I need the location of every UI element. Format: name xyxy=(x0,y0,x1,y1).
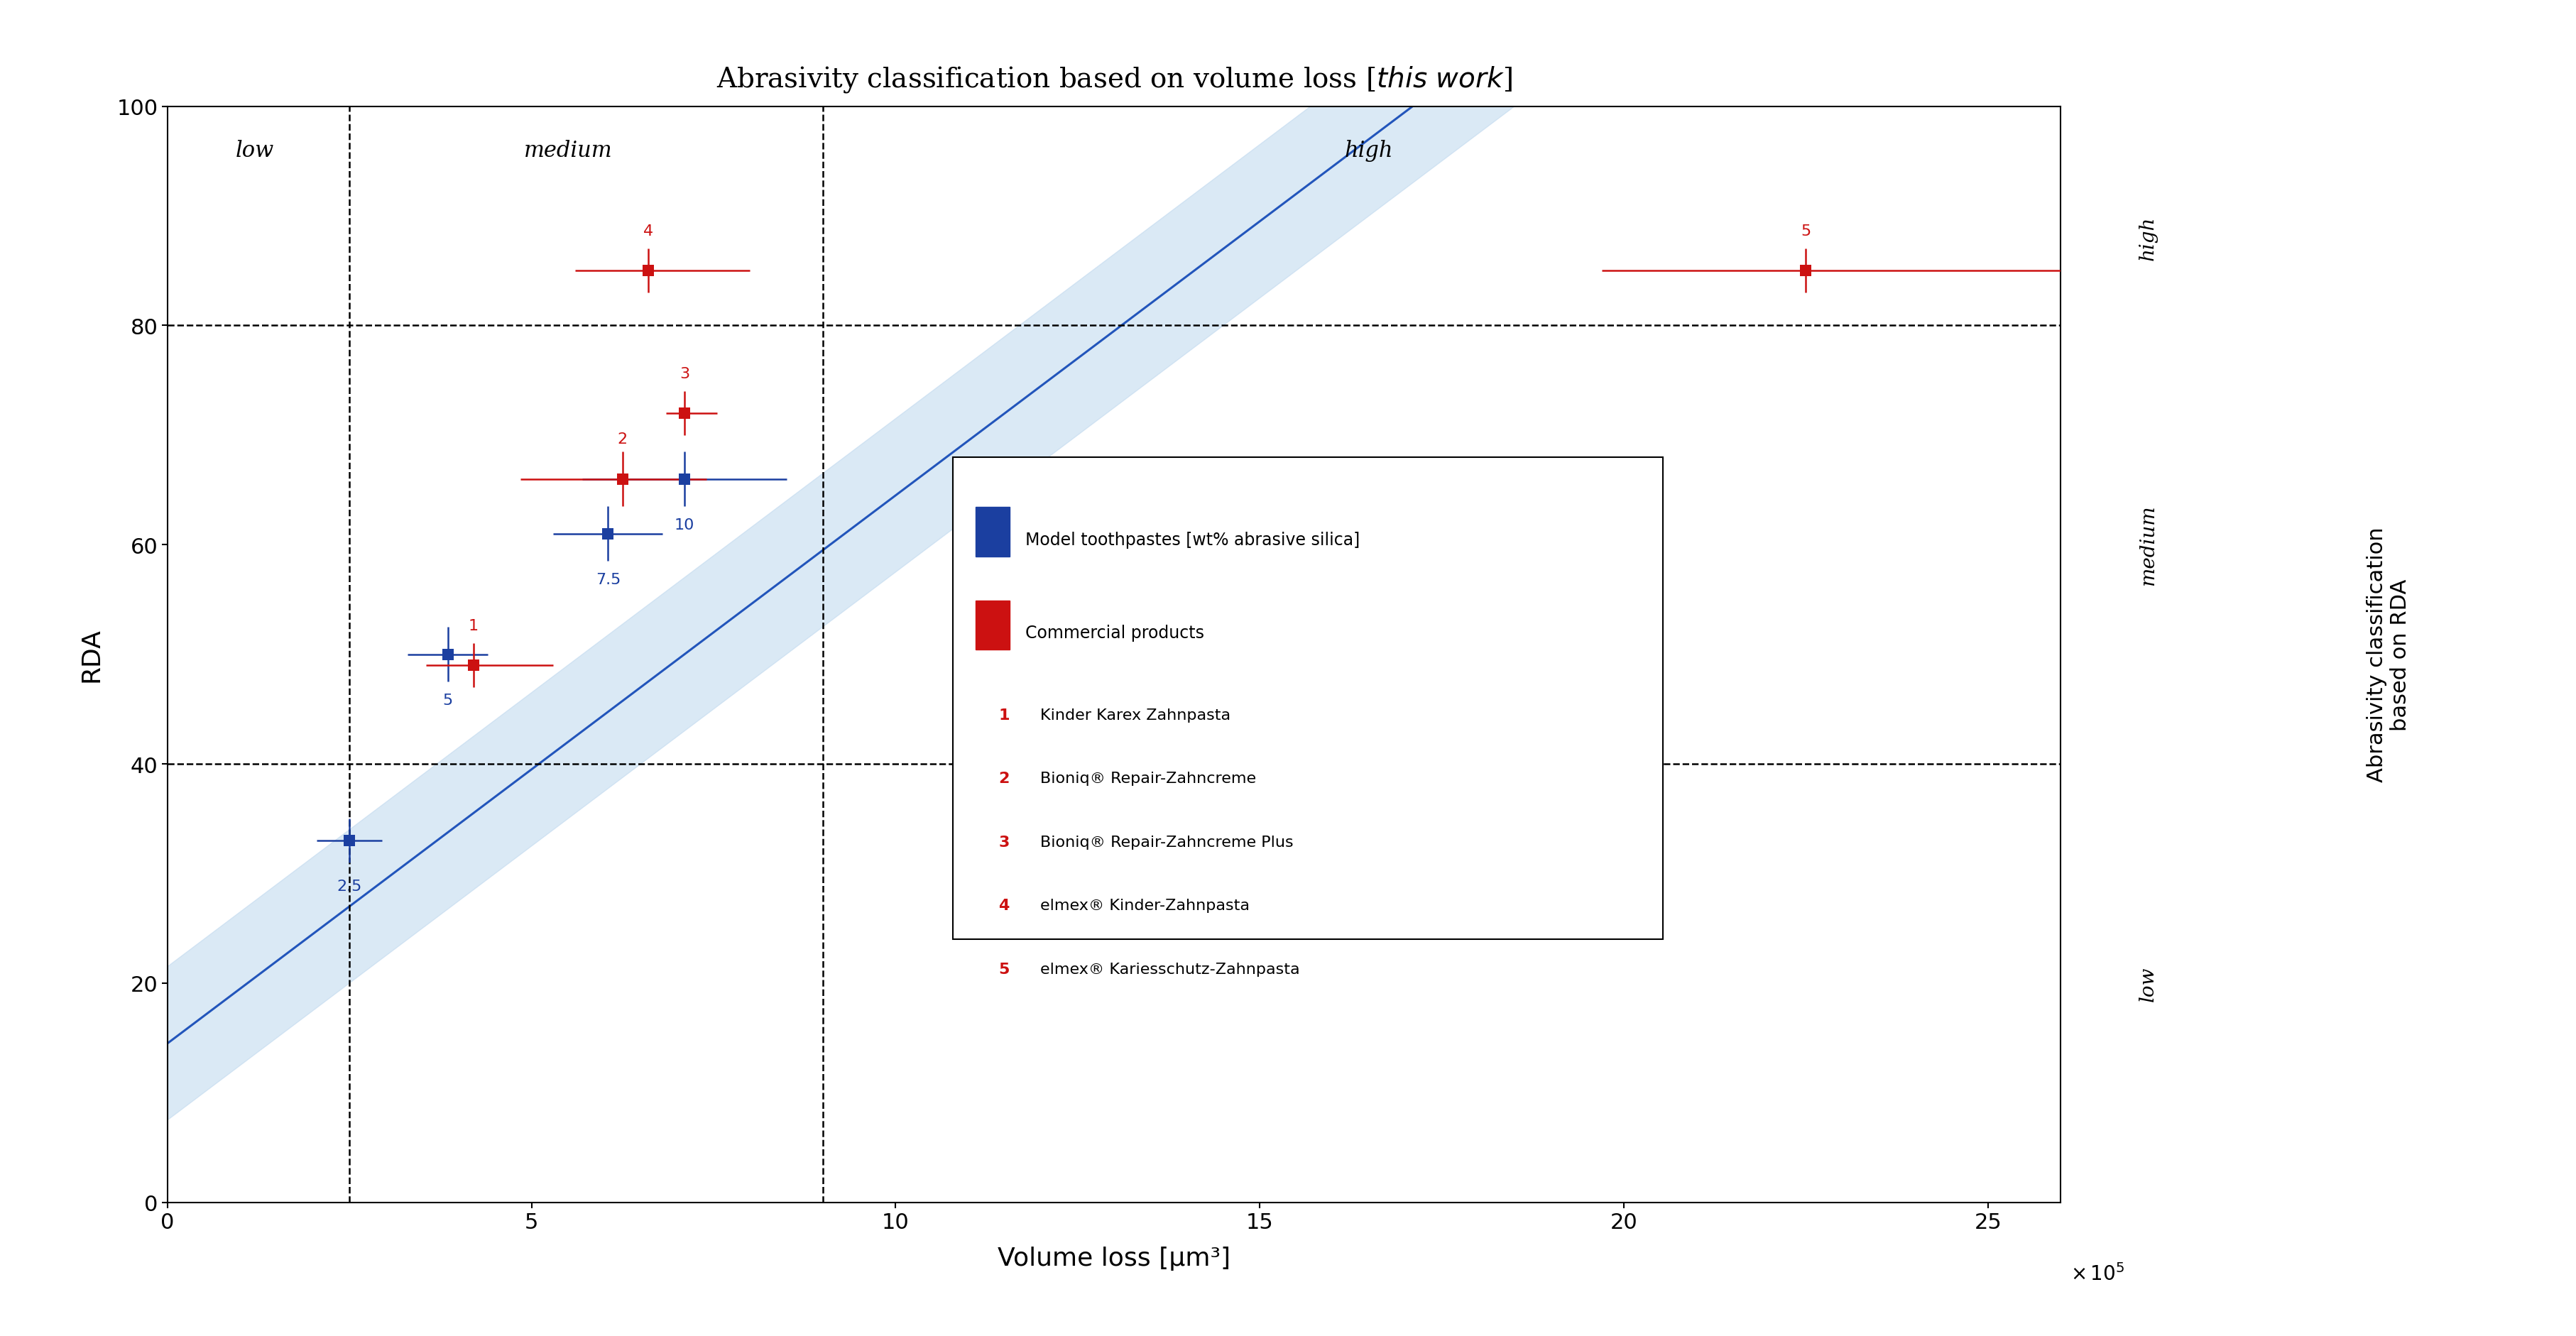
Text: $\times\,10^5$: $\times\,10^5$ xyxy=(2071,1263,2125,1284)
Text: Commercial products: Commercial products xyxy=(1025,624,1203,641)
X-axis label: Volume loss [μm³]: Volume loss [μm³] xyxy=(997,1246,1231,1271)
Text: 1: 1 xyxy=(469,619,479,633)
Text: high: high xyxy=(2138,216,2159,261)
Bar xyxy=(976,508,1010,557)
Text: 5: 5 xyxy=(443,693,453,707)
Text: Bioniq® Repair-Zahncreme: Bioniq® Repair-Zahncreme xyxy=(1041,771,1257,786)
Text: high: high xyxy=(1345,140,1394,162)
Text: 2: 2 xyxy=(999,771,1010,786)
Text: 10: 10 xyxy=(675,517,696,532)
FancyBboxPatch shape xyxy=(953,457,1664,939)
Text: 3: 3 xyxy=(999,835,1010,850)
Text: elmex® Kinder-Zahnpasta: elmex® Kinder-Zahnpasta xyxy=(1041,898,1249,912)
Text: low: low xyxy=(234,140,273,162)
Bar xyxy=(976,601,1010,651)
Text: 3: 3 xyxy=(680,366,690,381)
Text: Model toothpastes [wt% abrasive silica]: Model toothpastes [wt% abrasive silica] xyxy=(1025,532,1360,548)
Text: 2.5: 2.5 xyxy=(337,879,363,894)
Y-axis label: RDA: RDA xyxy=(80,628,103,681)
Text: Kinder Karex Zahnpasta: Kinder Karex Zahnpasta xyxy=(1041,708,1231,721)
Text: 1: 1 xyxy=(999,708,1010,721)
Text: 5: 5 xyxy=(1801,224,1811,238)
Text: medium: medium xyxy=(2138,505,2159,585)
Text: 2: 2 xyxy=(618,433,629,446)
Text: 4: 4 xyxy=(644,224,654,238)
Text: 4: 4 xyxy=(999,898,1010,912)
Title: Abrasivity classification based on volume loss [$\it{this\ work}$]: Abrasivity classification based on volum… xyxy=(716,65,1512,95)
Text: low: low xyxy=(2138,966,2159,1001)
Text: 5: 5 xyxy=(999,962,1010,977)
Text: elmex® Kariesschutz-Zahnpasta: elmex® Kariesschutz-Zahnpasta xyxy=(1041,962,1301,977)
Text: Abrasivity classification
based on RDA: Abrasivity classification based on RDA xyxy=(2367,528,2411,782)
Text: 7.5: 7.5 xyxy=(595,572,621,587)
Text: Bioniq® Repair-Zahncreme Plus: Bioniq® Repair-Zahncreme Plus xyxy=(1041,835,1293,850)
Text: medium: medium xyxy=(523,140,613,162)
